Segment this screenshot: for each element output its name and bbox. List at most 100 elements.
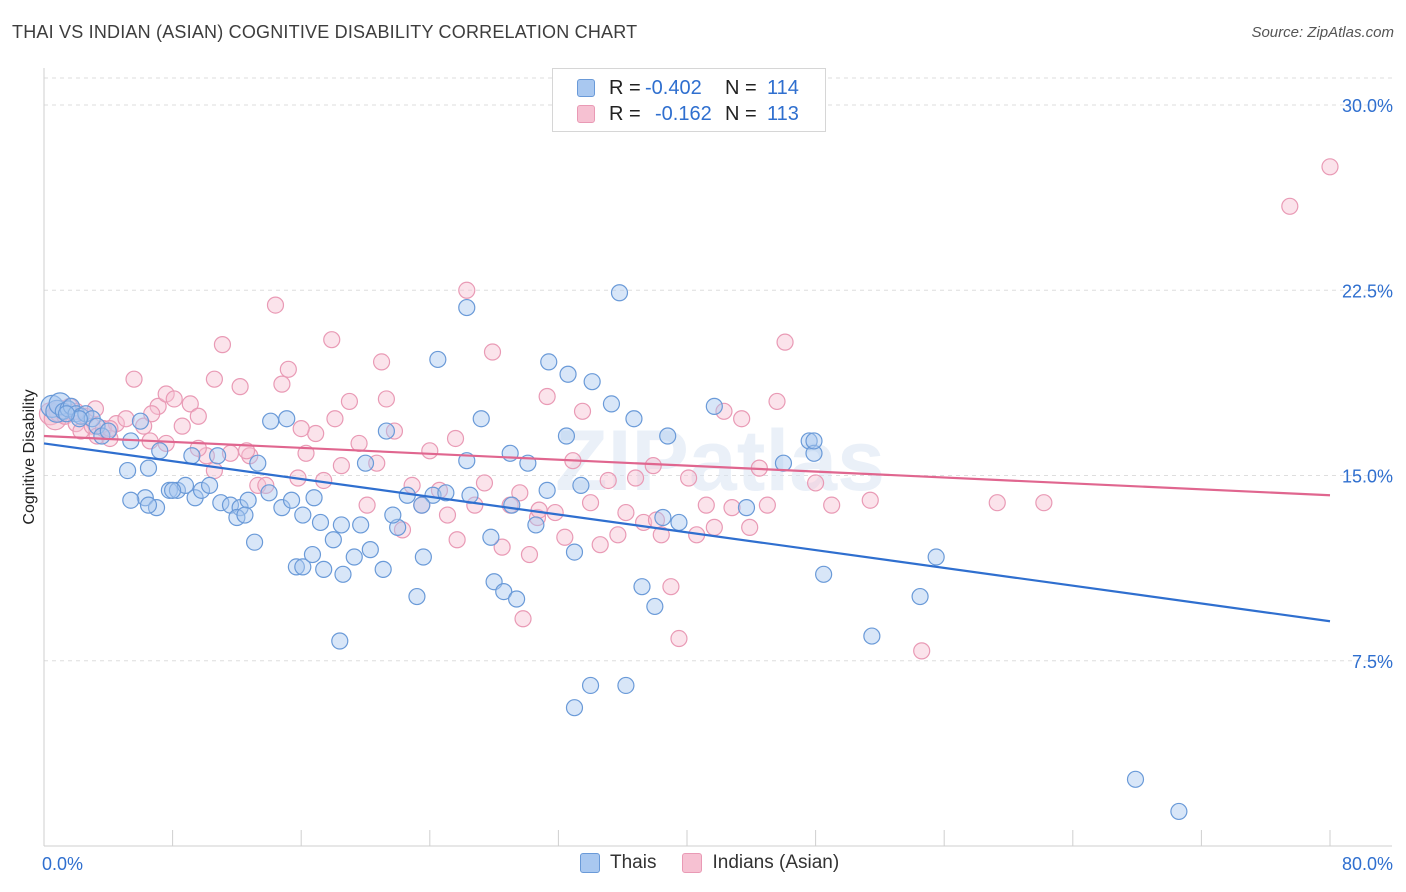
data-point-indians bbox=[758, 496, 776, 514]
data-point-indians bbox=[662, 578, 680, 596]
data-point-thais bbox=[1126, 770, 1145, 788]
chart-title: THAI VS INDIAN (ASIAN) COGNITIVE DISABIL… bbox=[12, 22, 638, 42]
data-point-indians bbox=[591, 536, 609, 554]
data-point-thais bbox=[654, 508, 672, 527]
data-point-thais bbox=[429, 350, 447, 369]
data-point-thais bbox=[927, 548, 945, 566]
legend-r-label: R = bbox=[609, 102, 641, 125]
data-point-indians bbox=[599, 471, 617, 490]
data-point-indians bbox=[697, 496, 715, 514]
data-point-indians bbox=[125, 370, 143, 388]
legend-swatch-indians bbox=[577, 105, 595, 123]
data-point-indians bbox=[475, 474, 494, 492]
y-tick-label: 7.5% bbox=[1352, 652, 1393, 672]
data-point-indians bbox=[279, 360, 297, 378]
data-point-indians bbox=[421, 442, 439, 460]
data-point-indians bbox=[273, 375, 291, 393]
data-point-thais bbox=[57, 405, 76, 423]
trend-lines bbox=[43, 434, 1331, 623]
legend-row-indians: R = -0.162 N = 113 bbox=[577, 101, 799, 127]
series-indians-points bbox=[38, 158, 1339, 660]
data-point-thais bbox=[139, 496, 158, 514]
data-point-thais bbox=[54, 402, 72, 420]
data-point-thais bbox=[863, 627, 881, 645]
data-point-indians bbox=[493, 538, 511, 556]
data-point-indians bbox=[117, 410, 135, 428]
axes bbox=[43, 68, 1392, 847]
legend-item-thais[interactable]: Thais bbox=[580, 852, 656, 874]
data-point-thais bbox=[413, 496, 431, 514]
data-point-indians bbox=[189, 407, 207, 425]
data-point-thais bbox=[617, 676, 635, 695]
trend-line-thais bbox=[43, 442, 1331, 623]
data-point-indians bbox=[237, 442, 256, 460]
x-tick-label: 0.0% bbox=[42, 854, 83, 874]
data-point-thais bbox=[311, 513, 330, 532]
data-point-thais bbox=[540, 353, 558, 371]
data-point-thais bbox=[495, 583, 513, 601]
y-tick-label: 30.0% bbox=[1342, 96, 1393, 116]
data-point-thais bbox=[377, 422, 395, 440]
data-point-indians bbox=[581, 494, 600, 512]
data-point-thais bbox=[245, 533, 264, 551]
data-point-indians bbox=[1281, 197, 1299, 215]
data-point-indians bbox=[350, 434, 368, 453]
data-point-thais bbox=[374, 560, 392, 578]
axis-labels: 7.5% 15.0% 22.5% 30.0% 0.0% 80.0% Cognitive Di… bbox=[21, 96, 1393, 874]
legend-swatch-thais bbox=[580, 853, 600, 873]
data-point-thais bbox=[324, 531, 342, 549]
data-point-indians bbox=[446, 429, 465, 448]
data-point-indians bbox=[768, 392, 786, 411]
data-point-thais bbox=[356, 454, 375, 472]
data-point-indians bbox=[323, 331, 341, 349]
data-point-thais bbox=[805, 444, 823, 462]
data-point-indians bbox=[231, 378, 249, 396]
data-point-thais bbox=[610, 284, 629, 302]
data-point-thais bbox=[176, 476, 195, 495]
data-point-thais bbox=[458, 298, 476, 317]
legend-n-label: N = bbox=[725, 102, 757, 125]
data-point-thais bbox=[352, 516, 370, 534]
data-point-thais bbox=[559, 365, 577, 383]
data-point-thais bbox=[305, 489, 323, 507]
data-point-indians bbox=[86, 400, 105, 418]
data-point-thais bbox=[527, 516, 545, 534]
data-point-indians bbox=[213, 336, 232, 354]
data-point-indians bbox=[715, 402, 733, 420]
data-point-indians bbox=[913, 642, 931, 660]
data-point-indians bbox=[205, 461, 223, 480]
data-point-indians bbox=[292, 419, 310, 438]
legend-r-value: -0.162 bbox=[655, 102, 712, 125]
legend-label-thais: Thais bbox=[610, 852, 657, 873]
data-point-thais bbox=[472, 410, 490, 428]
data-point-thais bbox=[805, 432, 823, 450]
data-point-thais bbox=[646, 597, 664, 616]
data-point-thais bbox=[501, 444, 519, 462]
data-point-indians bbox=[1035, 494, 1053, 512]
data-point-indians bbox=[556, 528, 574, 546]
data-point-thais bbox=[200, 476, 219, 495]
legend-item-indians[interactable]: Indians (Asian) bbox=[682, 852, 839, 874]
data-point-indians bbox=[520, 545, 539, 564]
legend-n-value: 113 bbox=[767, 102, 799, 125]
data-point-indians bbox=[609, 526, 627, 544]
data-point-indians bbox=[806, 474, 825, 492]
data-point-thais bbox=[287, 558, 305, 576]
data-point-indians bbox=[393, 521, 412, 539]
data-point-indians bbox=[358, 496, 376, 514]
data-point-indians bbox=[776, 333, 794, 351]
data-point-thais bbox=[88, 417, 106, 435]
data-point-thais bbox=[282, 491, 301, 509]
data-point-thais bbox=[294, 506, 312, 524]
data-point-indians bbox=[988, 494, 1006, 512]
data-point-indians bbox=[332, 457, 350, 475]
legend-swatch-indians bbox=[682, 853, 703, 873]
legend-n-value: 114 bbox=[767, 76, 799, 99]
data-point-thais bbox=[209, 447, 227, 465]
data-point-thais bbox=[737, 499, 756, 517]
data-point-indians bbox=[723, 499, 741, 517]
data-point-thais bbox=[294, 558, 312, 576]
data-point-indians bbox=[680, 469, 698, 487]
data-point-indians bbox=[705, 518, 723, 536]
data-point-thais bbox=[815, 565, 833, 583]
